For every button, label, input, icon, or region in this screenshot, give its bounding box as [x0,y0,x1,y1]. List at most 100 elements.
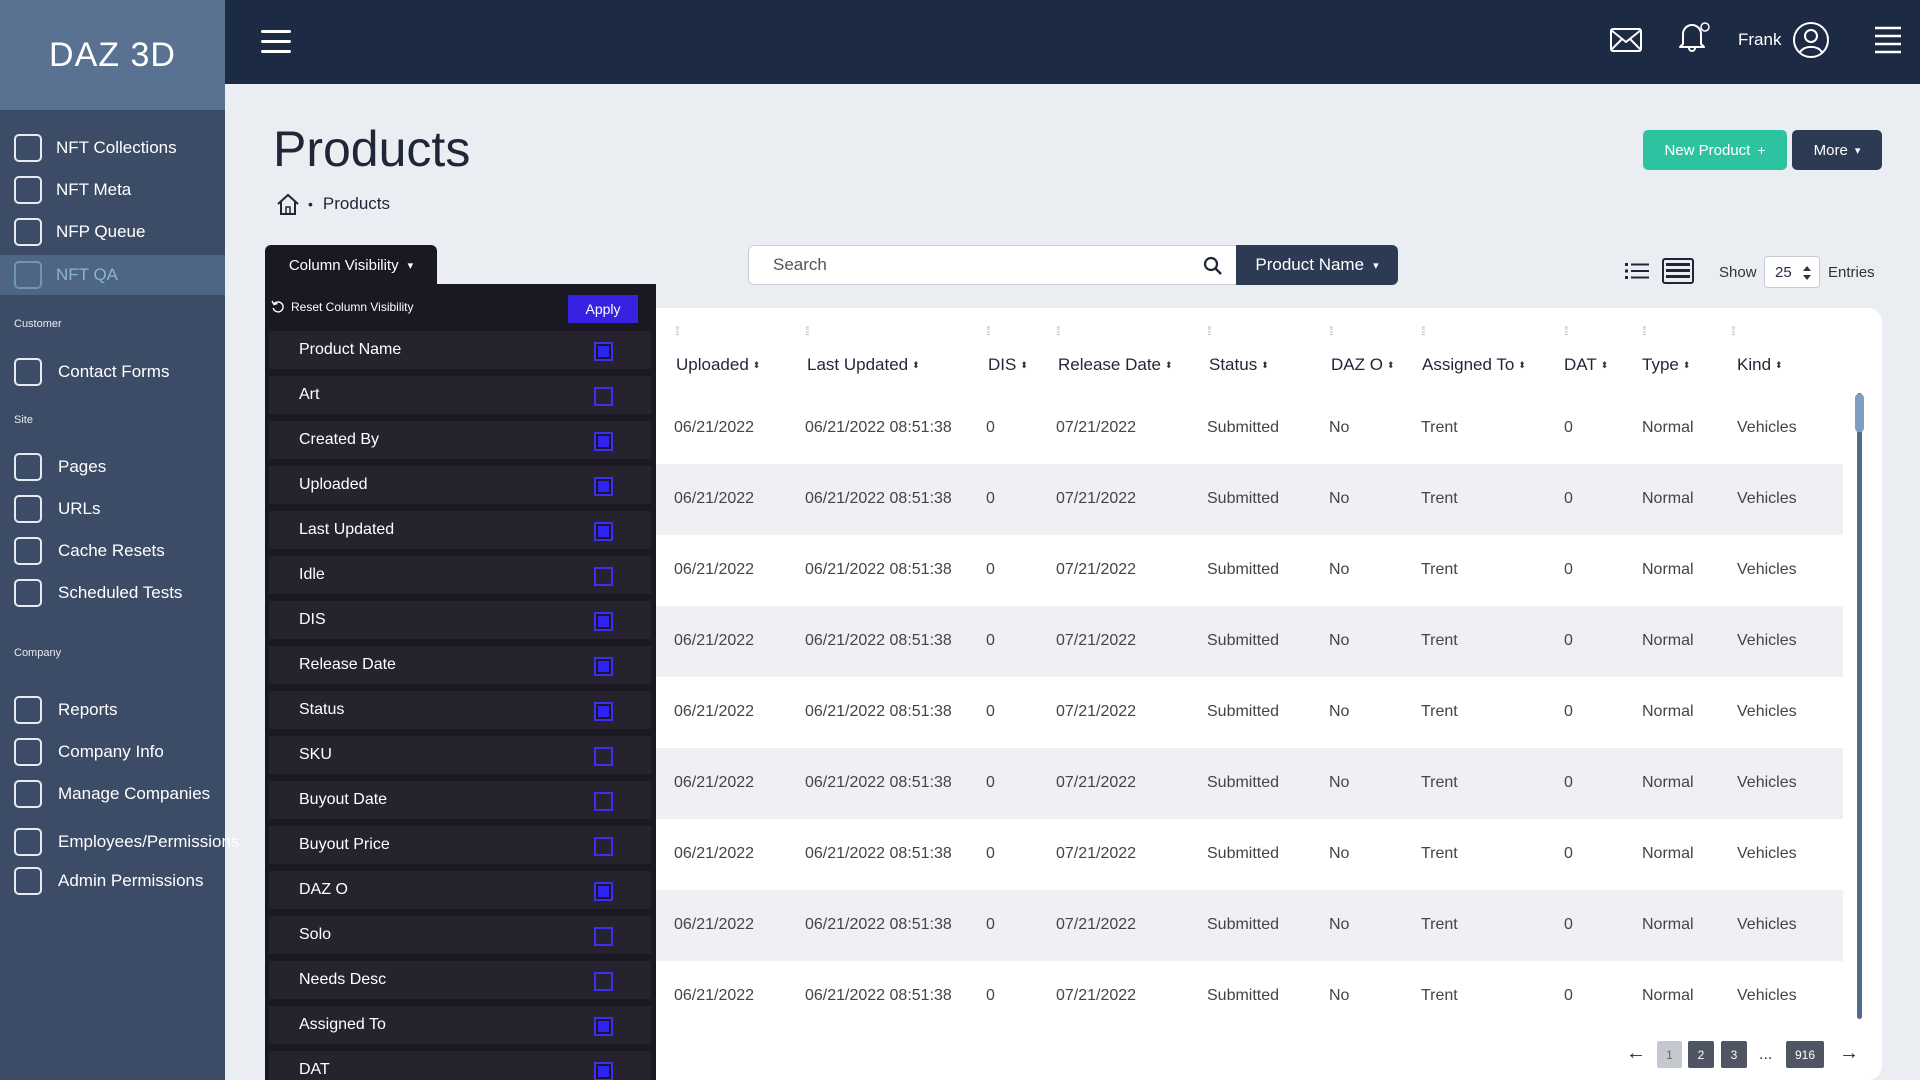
column-toggle-item[interactable]: SKU [269,736,651,774]
column-toggle-checkbox[interactable] [594,1062,613,1080]
pagination-page[interactable]: 3 [1721,1041,1747,1068]
mail-icon[interactable] [1610,28,1642,52]
table-row[interactable]: 06/21/2022 06/21/2022 08:51:38 0 07/21/2022… [656,748,1843,819]
column-toggle-checkbox[interactable] [594,1017,613,1036]
column-toggle-checkbox[interactable] [594,477,613,496]
column-toggle-item[interactable]: DAT [269,1051,651,1080]
table-row[interactable]: 06/21/2022 06/21/2022 08:51:38 0 07/21/2022… [656,606,1843,677]
pagination-last-page[interactable]: 916 [1786,1041,1824,1068]
sidebar-item-employees-permissions[interactable]: Employees/Permissions [0,823,239,861]
list-view-icon[interactable] [1625,262,1649,280]
column-header[interactable]: Uploaded ⬍ [676,355,760,375]
column-toggle-checkbox[interactable] [594,432,613,451]
table-row[interactable]: 06/21/2022 06/21/2022 08:51:38 0 07/21/2022… [656,535,1843,606]
column-drag-handle-icon[interactable]: ⁞⁞ [805,324,809,338]
sidebar-item-nft-collections[interactable]: NFT Collections [0,129,225,167]
user-name[interactable]: Frank [1738,30,1782,49]
column-toggle-item[interactable]: Solo [269,916,651,954]
bell-icon[interactable] [1677,20,1711,52]
column-toggle-checkbox[interactable] [594,342,613,361]
column-header[interactable]: Status ⬍ [1209,355,1269,375]
column-toggle-item[interactable]: Status [269,691,651,729]
column-drag-handle-icon[interactable]: ⁞⁞ [1056,324,1060,338]
column-toggle-item[interactable]: Buyout Price [269,826,651,864]
search-input[interactable] [773,255,1193,275]
table-view-icon[interactable] [1662,258,1694,284]
brand-logo[interactable]: DAZ 3D [0,0,225,110]
column-drag-handle-icon[interactable]: ⁞⁞ [1731,324,1735,338]
column-toggle-item[interactable]: Idle [269,556,651,594]
menu-icon[interactable] [261,30,291,54]
column-toggle-item[interactable]: Last Updated [269,511,651,549]
hamburger-menu-icon[interactable] [1873,24,1903,54]
user-circle-icon[interactable] [1792,21,1830,59]
column-toggle-item[interactable]: Art [269,376,651,414]
column-drag-handle-icon[interactable]: ⁞⁞ [986,324,990,338]
table-row[interactable]: 06/21/2022 06/21/2022 08:51:38 0 07/21/2022… [656,961,1843,1032]
column-header[interactable]: Type ⬍ [1642,355,1690,375]
column-header[interactable]: Release Date ⬍ [1058,355,1173,375]
column-toggle-checkbox[interactable] [594,387,613,406]
table-row[interactable]: 06/21/2022 06/21/2022 08:51:38 0 07/21/2022… [656,890,1843,961]
column-drag-handle-icon[interactable]: ⁞⁞ [1564,324,1568,338]
reset-column-visibility-button[interactable]: Reset Column Visibility [271,300,414,314]
table-row[interactable]: 06/21/2022 06/21/2022 08:51:38 0 07/21/2022… [656,393,1843,464]
pagination-next[interactable]: → [1839,1042,1859,1064]
column-toggle-checkbox[interactable] [594,747,613,766]
column-toggle-checkbox[interactable] [594,522,613,541]
column-toggle-item[interactable]: Assigned To [269,1006,651,1044]
sidebar-item-scheduled-tests[interactable]: Scheduled Tests [0,574,225,612]
column-header[interactable]: DAZ O ⬍ [1331,355,1395,375]
sidebar-item-contact-forms[interactable]: Contact Forms [0,353,225,391]
column-toggle-checkbox[interactable] [594,927,613,946]
search-field-select[interactable]: Product Name ▾ [1236,245,1398,285]
table-scrollbar[interactable] [1857,393,1862,1019]
column-toggle-checkbox[interactable] [594,657,613,676]
pagination-page[interactable]: 2 [1688,1041,1714,1068]
column-drag-handle-icon[interactable]: ⁞⁞ [1642,324,1646,338]
column-toggle-checkbox[interactable] [594,837,613,856]
sidebar-item-manage-companies[interactable]: Manage Companies [0,775,225,813]
column-toggle-item[interactable]: Buyout Date [269,781,651,819]
column-toggle-item[interactable]: Uploaded [269,466,651,504]
apply-button[interactable]: Apply [568,295,638,323]
table-scroll-thumb[interactable] [1855,394,1864,432]
sidebar-item-cache-resets[interactable]: Cache Resets [0,532,225,570]
column-drag-handle-icon[interactable]: ⁞⁞ [1207,324,1211,338]
column-toggle-checkbox[interactable] [594,882,613,901]
column-drag-handle-icon[interactable]: ⁞⁞ [675,324,679,338]
pagination-page[interactable]: 1 [1657,1041,1682,1068]
column-toggle-checkbox[interactable] [594,972,613,991]
column-toggle-item[interactable]: Release Date [269,646,651,684]
new-product-button[interactable]: New Product + [1643,130,1787,170]
sidebar-item-urls[interactable]: URLs [0,490,225,528]
column-toggle-checkbox[interactable] [594,567,613,586]
sidebar-item-nft-meta[interactable]: NFT Meta [0,171,225,209]
sidebar-item-reports[interactable]: Reports [0,691,225,729]
column-drag-handle-icon[interactable]: ⁞⁞ [1329,324,1333,338]
table-row[interactable]: 06/21/2022 06/21/2022 08:51:38 0 07/21/2022… [656,819,1843,890]
table-row[interactable]: 06/21/2022 06/21/2022 08:51:38 0 07/21/2022… [656,677,1843,748]
column-drag-handle-icon[interactable]: ⁞⁞ [1421,324,1425,338]
sidebar-item-nft-qa[interactable]: NFT QA [0,255,225,295]
column-toggle-item[interactable]: Product Name [269,331,651,369]
column-header[interactable]: Assigned To ⬍ [1422,355,1526,375]
column-toggle-checkbox[interactable] [594,612,613,631]
search-icon[interactable] [1203,256,1223,276]
column-visibility-toggle[interactable]: Column Visibility ▾ [265,245,437,285]
column-toggle-item[interactable]: DAZ O [269,871,651,909]
pagination-prev[interactable]: ← [1626,1042,1646,1064]
column-toggle-item[interactable]: Needs Desc [269,961,651,999]
column-header[interactable]: Last Updated ⬍ [807,355,920,375]
sidebar-item-nfp-queue[interactable]: NFP Queue [0,213,225,251]
table-row[interactable]: 06/21/2022 06/21/2022 08:51:38 0 07/21/2022… [656,464,1843,535]
more-button[interactable]: More ▾ [1792,130,1882,170]
column-toggle-checkbox[interactable] [594,702,613,721]
sidebar-item-company-info[interactable]: Company Info [0,733,225,771]
sidebar-item-admin-permissions[interactable]: Admin Permissions [0,862,225,900]
column-header[interactable]: DAT ⬍ [1564,355,1608,375]
page-size-select[interactable]: 25 [1764,256,1820,288]
sidebar-item-pages[interactable]: Pages [0,448,225,486]
home-icon[interactable] [276,193,300,215]
column-toggle-item[interactable]: DIS [269,601,651,639]
